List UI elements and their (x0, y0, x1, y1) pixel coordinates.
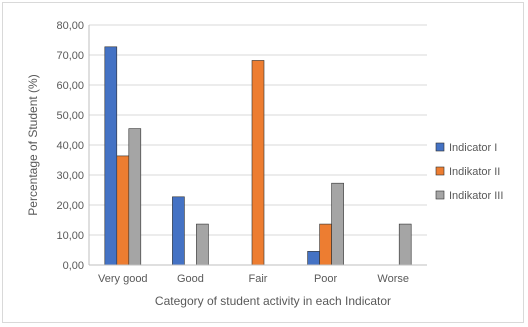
legend-swatch (435, 142, 445, 152)
bar (116, 155, 130, 266)
x-tick-label: Very good (98, 273, 148, 285)
x-tick-label: Fair (249, 273, 268, 285)
x-tick-label: Good (177, 273, 204, 285)
axes: 0,00 10,00 20,00 30,00 40,00 50,00 60,00 70,00 8… (56, 20, 427, 285)
bars (104, 46, 412, 266)
y-axis-title: Percentage of Student (%) (26, 74, 40, 215)
y-tick-label: 80,00 (56, 20, 84, 32)
bar (307, 251, 320, 266)
bar (196, 223, 209, 266)
y-tick-label: 10,00 (56, 230, 84, 242)
y-tick-label: 50,00 (56, 110, 84, 122)
legend-label: Indikator II (449, 166, 500, 178)
y-tick-label: 20,00 (56, 200, 84, 212)
bar (319, 223, 332, 266)
bar (251, 60, 265, 266)
legend: Indicator I Indikator II Indikator III (435, 142, 503, 202)
bar (331, 182, 344, 266)
legend-swatch (435, 190, 445, 200)
bar (104, 46, 118, 266)
x-axis-title: Category of student activity in each Ind… (155, 294, 391, 308)
y-tick-label: 30,00 (56, 170, 84, 182)
bar (398, 223, 412, 266)
y-tick-label: 70,00 (56, 50, 84, 62)
x-tick-label: Poor (314, 273, 338, 285)
y-tick-label: 40,00 (56, 140, 84, 152)
bar (172, 196, 185, 266)
legend-swatch (435, 166, 445, 176)
legend-label: Indikator III (449, 190, 503, 202)
legend-label: Indicator I (449, 142, 497, 154)
y-tick-label: 0,00 (63, 260, 84, 272)
bar (128, 128, 142, 266)
x-tick-label: Worse (377, 273, 409, 285)
y-tick-label: 60,00 (56, 80, 84, 92)
